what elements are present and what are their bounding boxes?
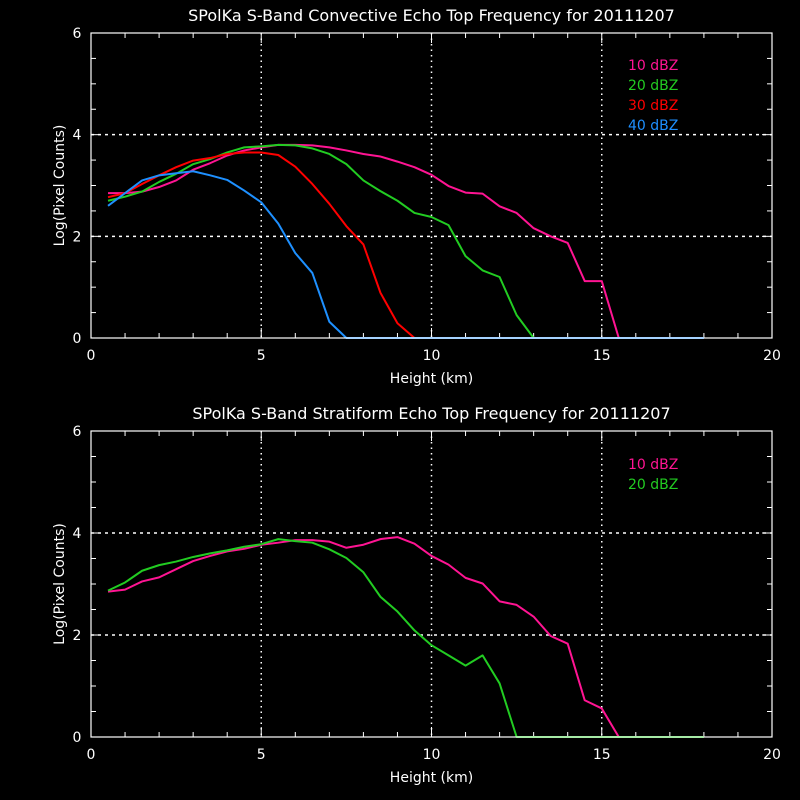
x-tick-label: 15 [593, 348, 611, 364]
series-line-30-dbz [107, 151, 704, 339]
series-line-20-dbz [107, 143, 704, 339]
x-axis-label: Height (km) [390, 770, 473, 786]
legend-entry: 10 dBZ [628, 457, 678, 473]
y-tick-label: 2 [73, 628, 82, 644]
y-tick-label: 4 [73, 128, 82, 144]
x-tick-label: 0 [87, 348, 96, 364]
series-line-20-dbz [107, 538, 704, 738]
x-tick-label: 10 [423, 348, 441, 364]
legend-entry: 20 dBZ [628, 78, 678, 94]
y-axis-label: Log(Pixel Counts) [52, 523, 68, 645]
chart-title: SPolKa S-Band Stratiform Echo Top Freque… [192, 404, 670, 423]
chart-panel-1: 10 dBZ 20 dBZ 0 5 10 15 20 0 2 4 6 SPolKa S-Band St… [52, 404, 781, 786]
series-line-10-dbz [107, 536, 704, 738]
x-tick-label: 20 [763, 747, 781, 763]
y-tick-label: 0 [73, 331, 82, 347]
y-tick-label: 4 [73, 526, 82, 542]
x-tick-label: 5 [257, 747, 266, 763]
x-tick-label: 0 [87, 747, 96, 763]
y-tick-label: 0 [73, 730, 82, 746]
legend-entry: 20 dBZ [628, 477, 678, 493]
plot-frame [90, 32, 773, 339]
y-tick-label: 2 [73, 229, 82, 245]
y-tick-label: 6 [73, 26, 82, 42]
series-line-10-dbz [108, 143, 704, 339]
legend-entry: 40 dBZ [628, 118, 678, 134]
x-axis-label: Height (km) [390, 371, 473, 387]
plot-frame [90, 430, 773, 738]
x-tick-label: 15 [593, 747, 611, 763]
series-line-40-dbz [107, 170, 704, 339]
chart-panel-0: 10 dBZ 20 dBZ 30 dBZ 40 dBZ 0 5 10 15 20 0 2 4 6 SPol… [52, 6, 781, 387]
x-tick-label: 5 [257, 348, 266, 364]
chart-title: SPolKa S-Band Convective Echo Top Freque… [188, 6, 675, 25]
y-tick-label: 6 [73, 424, 82, 440]
legend-entry: 30 dBZ [628, 98, 678, 114]
x-tick-label: 10 [423, 747, 441, 763]
y-axis-label: Log(Pixel Counts) [52, 125, 68, 247]
x-tick-label: 20 [763, 348, 781, 364]
legend-entry: 10 dBZ [628, 58, 678, 74]
